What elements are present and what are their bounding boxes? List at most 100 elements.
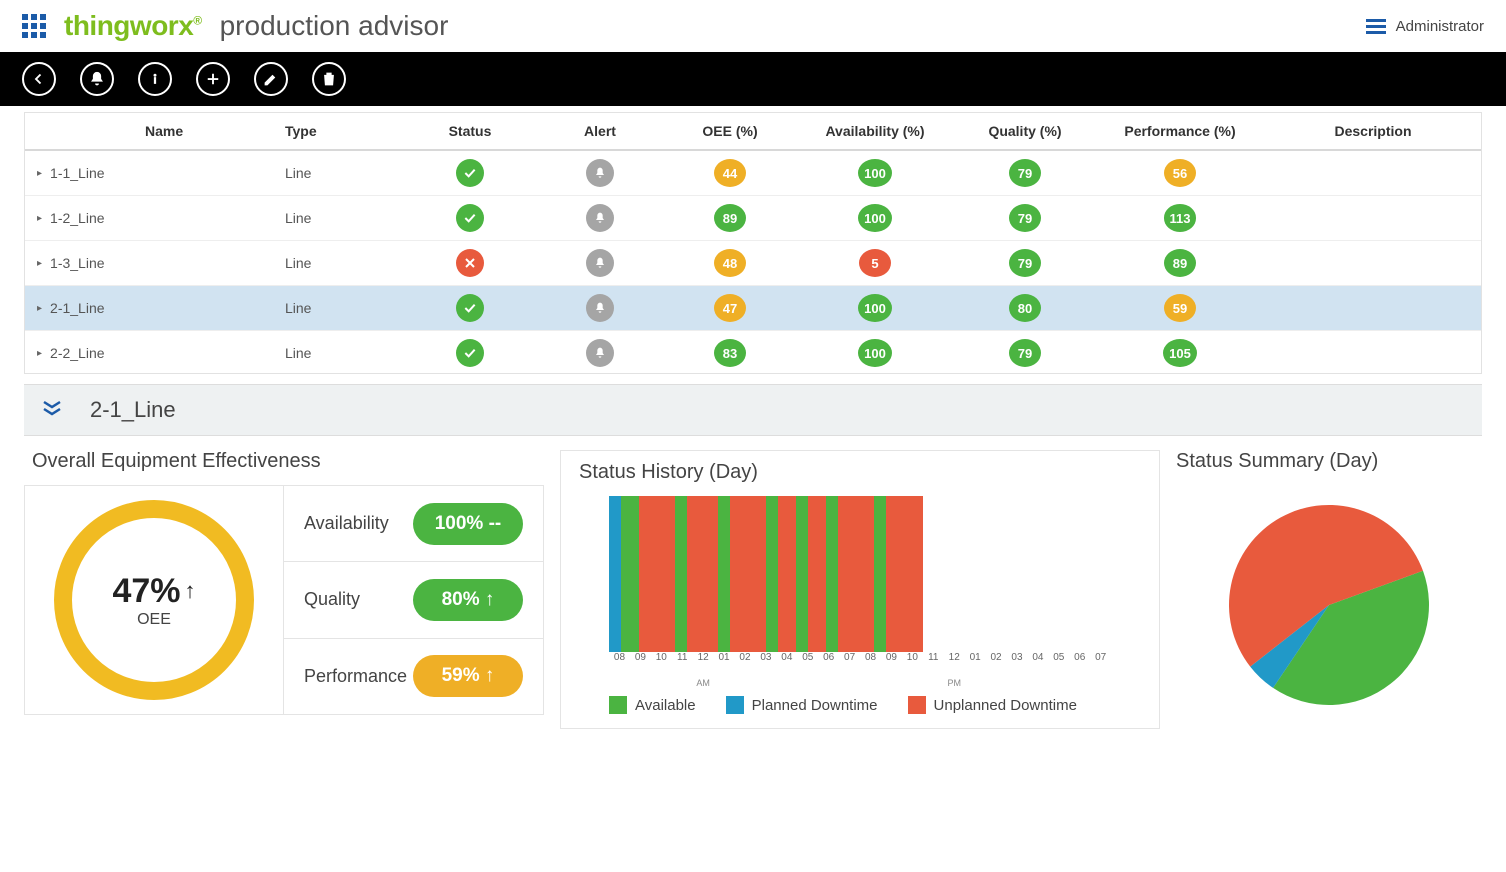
row-type: Line: [275, 202, 405, 234]
axis-tick: 03: [755, 652, 776, 676]
top-header: thingworx® production advisor Administra…: [0, 0, 1506, 52]
oee-title: Overall Equipment Effectiveness: [24, 450, 544, 473]
column-header[interactable]: Performance (%): [1095, 113, 1265, 149]
row-performance: 113: [1095, 196, 1265, 240]
history-segment: [639, 496, 675, 652]
row-quality: 79: [955, 196, 1095, 240]
metric-label: Quality: [304, 589, 360, 610]
delete-button[interactable]: [312, 62, 346, 96]
row-status: [405, 151, 535, 195]
expand-icon[interactable]: ▸: [37, 168, 42, 179]
history-segment: [808, 496, 826, 652]
header-left: thingworx® production advisor: [22, 10, 448, 42]
alert-icon[interactable]: [586, 249, 614, 277]
history-segment: [778, 496, 796, 652]
table-row[interactable]: ▸1-3_LineLine4857989: [25, 241, 1481, 286]
axis-tick: 07: [1090, 652, 1111, 676]
expand-icon[interactable]: ▸: [37, 303, 42, 314]
product-title: production advisor: [220, 10, 449, 42]
table-row[interactable]: ▸2-2_LineLine8310079105: [25, 331, 1481, 374]
info-button[interactable]: [138, 62, 172, 96]
axis-tick: 08: [609, 652, 630, 676]
row-oee: 48: [665, 241, 795, 285]
row-alert: [535, 151, 665, 195]
axis-tick: 06: [818, 652, 839, 676]
column-header[interactable]: Quality (%): [955, 113, 1095, 149]
status-icon: [456, 294, 484, 322]
row-description: [1265, 255, 1481, 271]
history-segment: [838, 496, 874, 652]
history-segment: [796, 496, 808, 652]
column-header[interactable]: Type: [275, 113, 405, 149]
user-label: Administrator: [1396, 18, 1484, 35]
axis-tick: 10: [902, 652, 923, 676]
axis-tick: 12AM: [693, 652, 714, 676]
menu-icon[interactable]: [1366, 19, 1386, 34]
history-segment: [874, 496, 886, 652]
history-segment: [621, 496, 639, 652]
column-header[interactable]: Description: [1265, 113, 1481, 149]
collapse-icon[interactable]: [42, 400, 62, 421]
row-oee: 44: [665, 151, 795, 195]
history-segment: [675, 496, 687, 652]
back-button[interactable]: [22, 62, 56, 96]
history-segment: [730, 496, 766, 652]
table-row[interactable]: ▸1-2_LineLine8910079113: [25, 196, 1481, 241]
status-icon: [456, 249, 484, 277]
row-oee: 47: [665, 286, 795, 330]
row-status: [405, 196, 535, 240]
axis-tick: 05: [1048, 652, 1069, 676]
row-alert: [535, 196, 665, 240]
column-header[interactable]: Availability (%): [795, 113, 955, 149]
oee-gauge: 47%↑ OEE: [24, 485, 284, 715]
row-description: [1265, 165, 1481, 181]
header-right[interactable]: Administrator: [1366, 18, 1484, 35]
history-chart: 0809101112AM010203040506070809101112PM01…: [579, 496, 1141, 676]
history-segment: [766, 496, 778, 652]
oee-value: 47%↑: [112, 572, 195, 611]
row-type: Line: [275, 157, 405, 189]
axis-tick: 04: [1027, 652, 1048, 676]
expand-icon[interactable]: ▸: [37, 258, 42, 269]
alert-icon[interactable]: [586, 159, 614, 187]
column-header[interactable]: Name: [25, 113, 275, 149]
column-header[interactable]: Alert: [535, 113, 665, 149]
oee-section: Overall Equipment Effectiveness 47%↑ OEE…: [24, 450, 544, 729]
row-oee: 83: [665, 331, 795, 374]
table-row[interactable]: ▸2-1_LineLine471008059: [25, 286, 1481, 331]
alert-icon[interactable]: [586, 294, 614, 322]
alert-icon[interactable]: [586, 204, 614, 232]
table-row[interactable]: ▸1-1_LineLine441007956: [25, 151, 1481, 196]
metric-row: Performance59% ↑: [284, 639, 544, 715]
metric-row: Quality80% ↑: [284, 562, 544, 638]
row-description: [1265, 345, 1481, 361]
history-legend: AvailablePlanned DowntimeUnplanned Downt…: [579, 696, 1141, 714]
expand-icon[interactable]: ▸: [37, 348, 42, 359]
row-status: [405, 331, 535, 374]
row-name: ▸1-2_Line: [25, 202, 275, 234]
row-name: ▸1-1_Line: [25, 157, 275, 189]
alerts-button[interactable]: [80, 62, 114, 96]
row-description: [1265, 210, 1481, 226]
row-performance: 56: [1095, 151, 1265, 195]
column-header[interactable]: OEE (%): [665, 113, 795, 149]
summary-title: Status Summary (Day): [1176, 450, 1482, 473]
row-quality: 79: [955, 331, 1095, 374]
column-header[interactable]: Status: [405, 113, 535, 149]
metrics-column: Availability100% --Quality80% ↑Performan…: [284, 485, 544, 715]
row-performance: 59: [1095, 286, 1265, 330]
brand-logo: thingworx®: [64, 10, 202, 42]
row-availability: 100: [795, 286, 955, 330]
legend-item: Planned Downtime: [726, 696, 878, 714]
app-grid-icon[interactable]: [22, 14, 46, 38]
table-scroll[interactable]: NameTypeStatusAlertOEE (%)Availability (…: [24, 112, 1482, 374]
row-performance: 105: [1095, 331, 1265, 374]
expand-icon[interactable]: ▸: [37, 213, 42, 224]
axis-tick: 04: [776, 652, 797, 676]
alert-icon[interactable]: [586, 339, 614, 367]
axis-tick: 10: [651, 652, 672, 676]
row-quality: 79: [955, 241, 1095, 285]
edit-button[interactable]: [254, 62, 288, 96]
add-button[interactable]: [196, 62, 230, 96]
row-type: Line: [275, 337, 405, 369]
